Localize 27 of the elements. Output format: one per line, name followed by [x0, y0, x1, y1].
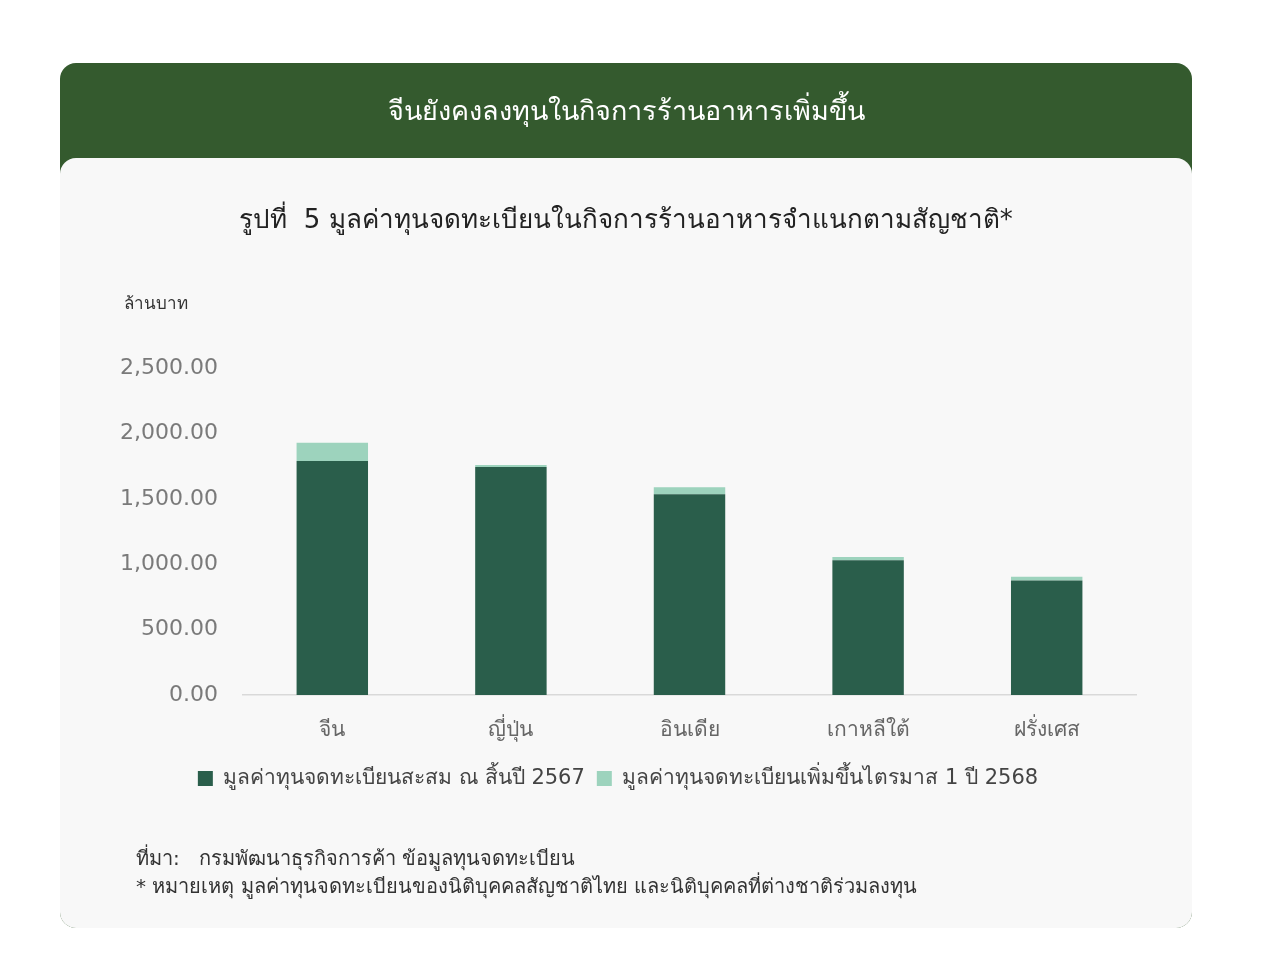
y-axis-title: ล้านบาท	[124, 292, 188, 315]
text: ที่มา: กรมพัฒนาธุรกิจการค้า ข้อมูลทุนจดทะเบียน	[136, 844, 577, 872]
y-tick-label: 1,000.00	[120, 550, 218, 575]
x-tick-label: อินเดีย	[659, 717, 720, 742]
bar	[1010, 576, 1083, 581]
y-tick-label: 0.00	[169, 680, 218, 706]
x-tick-label: ฝรั่งเศส	[1013, 714, 1080, 742]
y-tick-label: 2,000.00	[120, 419, 218, 445]
y-tick-label: 500.00	[141, 615, 218, 641]
text: * หมายเหตุ มูลค่าทุนจดทะเบียนของนิติบุคคลสัญชาติไทย และนิติบุคคลที่ต่างชาติร่วมลงทุน	[136, 872, 918, 900]
y-tick-label: 2,500.00	[120, 353, 218, 379]
bar	[832, 557, 904, 561]
x-tick-label: เกาหลีใต้	[826, 717, 910, 742]
chart-subtitle: รูปที่ 5 มูลค่าทุนจดทะเบียนในกิจการร้านอาหารจำแนกตามสัญชาติ*	[238, 200, 1014, 237]
x-tick-label: ญี่ปุ่น	[488, 714, 534, 743]
bar	[296, 461, 369, 695]
x-tick-label: จีน	[319, 717, 346, 742]
bar	[296, 442, 369, 462]
bar	[1010, 580, 1083, 695]
bar	[475, 466, 547, 695]
bar	[653, 487, 726, 495]
bar	[653, 494, 726, 695]
legend-label: มูลค่าทุนจดทะเบียนสะสม ณ สิ้นปี 2567	[223, 761, 585, 790]
chart-title: จีนยังคงลงทุนในกิจการร้านอาหารเพิ่มขึ้น	[386, 90, 866, 129]
legend-label: มูลค่าทุนจดทะเบียนเพิ่มขึ้นไตรมาส 1 ปี 2568	[622, 761, 1039, 790]
bar	[832, 560, 904, 695]
y-tick-label: 1,500.00	[120, 484, 218, 510]
